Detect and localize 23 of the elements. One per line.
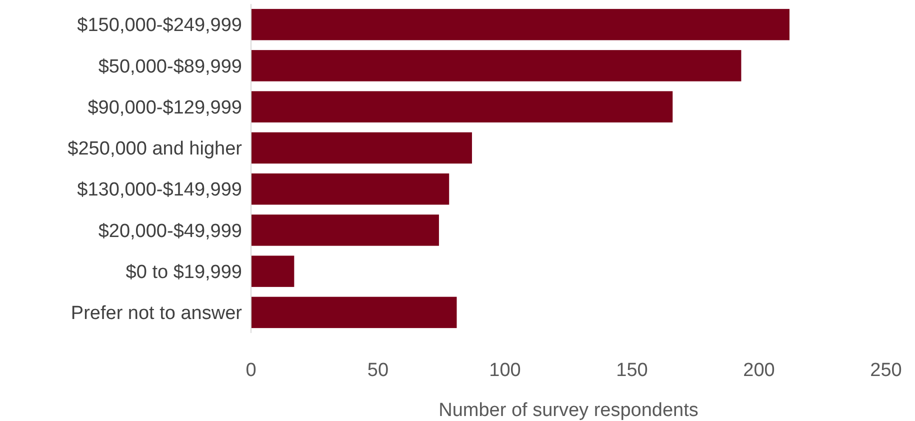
x-tick-label: 0 bbox=[246, 360, 256, 381]
bar bbox=[251, 296, 457, 328]
bar bbox=[251, 214, 439, 246]
y-tick-label: $50,000-$89,999 bbox=[98, 56, 242, 78]
x-tick-label: 250 bbox=[870, 360, 902, 381]
x-tick-label: 150 bbox=[616, 360, 648, 381]
bar bbox=[251, 8, 790, 40]
x-tick-label: 200 bbox=[743, 360, 775, 381]
bar bbox=[251, 256, 294, 287]
y-tick-label: $150,000-$249,999 bbox=[77, 15, 242, 36]
x-axis-title: Number of survey respondents bbox=[438, 400, 698, 421]
y-tick-label: $20,000-$49,999 bbox=[98, 220, 242, 242]
bar bbox=[251, 91, 673, 122]
y-tick-label: $250,000 and higher bbox=[68, 138, 243, 160]
x-tick-label: 100 bbox=[489, 360, 521, 381]
y-tick-label: $90,000-$129,999 bbox=[88, 97, 242, 118]
bar bbox=[251, 50, 742, 82]
bar bbox=[251, 132, 472, 164]
bar bbox=[251, 173, 450, 205]
x-tick-label: 50 bbox=[367, 360, 389, 381]
y-tick-label: $130,000-$149,999 bbox=[77, 180, 242, 201]
y-tick-label: Prefer not to answer bbox=[70, 303, 243, 324]
y-tick-label: $0 to $19,999 bbox=[126, 262, 242, 283]
